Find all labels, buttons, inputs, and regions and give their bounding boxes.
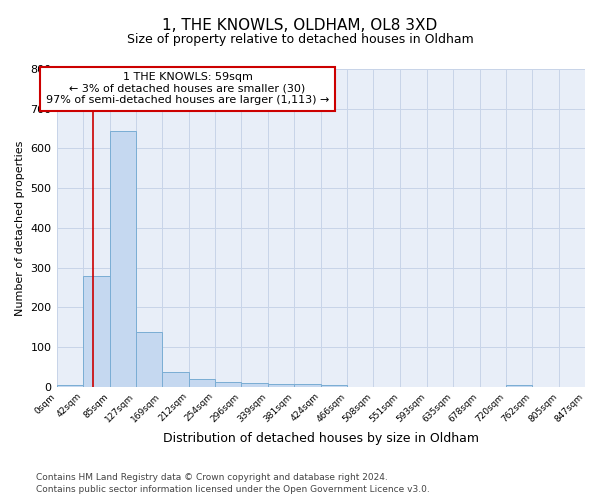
Text: 1, THE KNOWLS, OLDHAM, OL8 3XD: 1, THE KNOWLS, OLDHAM, OL8 3XD [163, 18, 437, 32]
Bar [56, 384, 83, 386]
Y-axis label: Number of detached properties: Number of detached properties [15, 140, 25, 316]
Bar [83, 276, 110, 386]
Bar [506, 384, 532, 386]
Text: 1 THE KNOWLS: 59sqm
← 3% of detached houses are smaller (30)
97% of semi-detache: 1 THE KNOWLS: 59sqm ← 3% of detached hou… [46, 72, 329, 106]
Text: Contains HM Land Registry data © Crown copyright and database right 2024.
Contai: Contains HM Land Registry data © Crown c… [36, 473, 430, 494]
Bar [136, 332, 162, 386]
X-axis label: Distribution of detached houses by size in Oldham: Distribution of detached houses by size … [163, 432, 479, 445]
Bar [110, 130, 136, 386]
Bar [215, 382, 241, 386]
Bar [268, 384, 294, 386]
Bar [162, 372, 189, 386]
Bar [321, 384, 347, 386]
Bar [294, 384, 321, 386]
Bar [241, 383, 268, 386]
Text: Size of property relative to detached houses in Oldham: Size of property relative to detached ho… [127, 32, 473, 46]
Bar [189, 379, 215, 386]
